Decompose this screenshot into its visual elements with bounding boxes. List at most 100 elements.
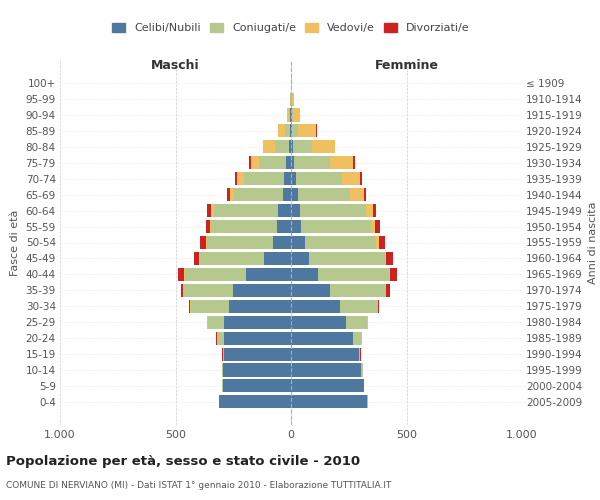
Bar bbox=[206, 316, 208, 328]
Bar bbox=[376, 220, 380, 233]
Bar bbox=[291, 316, 346, 328]
Bar bbox=[251, 156, 259, 170]
Bar bbox=[208, 316, 224, 328]
Bar bbox=[360, 172, 362, 186]
Bar bbox=[290, 124, 291, 138]
Bar bbox=[366, 204, 373, 217]
Bar bbox=[237, 172, 244, 186]
Bar bbox=[199, 252, 200, 265]
Bar bbox=[292, 124, 298, 138]
Bar bbox=[265, 252, 291, 265]
Bar bbox=[291, 396, 367, 408]
Bar bbox=[229, 300, 291, 313]
Bar bbox=[224, 332, 291, 344]
Bar bbox=[194, 252, 199, 265]
Bar bbox=[353, 156, 355, 170]
Bar bbox=[379, 236, 385, 249]
Bar bbox=[206, 204, 211, 217]
Bar bbox=[295, 156, 330, 170]
Bar bbox=[350, 188, 364, 201]
Bar bbox=[317, 268, 389, 281]
Text: COMUNE DI NERVIANO (MI) - Dati ISTAT 1° gennaio 2010 - Elaborazione TUTTITALIA.I: COMUNE DI NERVIANO (MI) - Dati ISTAT 1° … bbox=[6, 480, 391, 490]
Bar bbox=[305, 236, 376, 249]
Bar bbox=[291, 300, 340, 313]
Bar bbox=[244, 172, 284, 186]
Bar bbox=[210, 220, 211, 233]
Bar bbox=[235, 188, 283, 201]
Bar bbox=[259, 156, 286, 170]
Bar bbox=[200, 252, 265, 265]
Bar bbox=[291, 364, 361, 376]
Bar bbox=[223, 348, 224, 360]
Bar bbox=[278, 204, 291, 217]
Bar bbox=[386, 252, 392, 265]
Bar bbox=[291, 124, 292, 138]
Bar bbox=[250, 156, 251, 170]
Bar bbox=[346, 316, 367, 328]
Bar bbox=[300, 204, 366, 217]
Bar bbox=[223, 364, 291, 376]
Bar bbox=[287, 108, 289, 122]
Bar bbox=[246, 268, 291, 281]
Bar bbox=[178, 268, 184, 281]
Bar bbox=[293, 140, 312, 153]
Bar bbox=[361, 364, 362, 376]
Bar bbox=[284, 172, 291, 186]
Bar bbox=[191, 300, 229, 313]
Bar bbox=[275, 140, 289, 153]
Bar bbox=[184, 268, 185, 281]
Bar bbox=[235, 172, 237, 186]
Bar bbox=[291, 236, 305, 249]
Bar bbox=[272, 236, 291, 249]
Bar bbox=[292, 92, 294, 106]
Bar bbox=[278, 124, 285, 138]
Bar bbox=[217, 332, 224, 344]
Bar bbox=[385, 252, 386, 265]
Bar bbox=[291, 188, 298, 201]
Bar bbox=[391, 268, 397, 281]
Bar bbox=[291, 348, 359, 360]
Bar bbox=[291, 156, 295, 170]
Bar bbox=[289, 140, 291, 153]
Bar bbox=[310, 252, 385, 265]
Bar bbox=[224, 348, 291, 360]
Bar bbox=[373, 204, 376, 217]
Bar bbox=[289, 108, 290, 122]
Bar bbox=[291, 108, 292, 122]
Bar bbox=[233, 284, 291, 297]
Bar bbox=[211, 220, 277, 233]
Bar bbox=[342, 172, 360, 186]
Bar bbox=[291, 172, 296, 186]
Y-axis label: Anni di nascita: Anni di nascita bbox=[589, 201, 598, 284]
Bar bbox=[183, 284, 184, 297]
Bar bbox=[206, 236, 272, 249]
Bar bbox=[376, 236, 379, 249]
Bar bbox=[286, 156, 291, 170]
Bar bbox=[312, 140, 335, 153]
Bar bbox=[340, 300, 377, 313]
Bar bbox=[290, 108, 291, 122]
Bar bbox=[185, 268, 246, 281]
Bar bbox=[359, 348, 360, 360]
Bar bbox=[206, 220, 210, 233]
Text: Popolazione per età, sesso e stato civile - 2010: Popolazione per età, sesso e stato civil… bbox=[6, 455, 360, 468]
Bar bbox=[386, 284, 390, 297]
Bar bbox=[298, 124, 316, 138]
Bar bbox=[190, 300, 191, 313]
Bar bbox=[211, 204, 214, 217]
Bar bbox=[330, 156, 353, 170]
Bar bbox=[188, 300, 190, 313]
Bar bbox=[184, 284, 233, 297]
Bar bbox=[227, 188, 230, 201]
Bar bbox=[291, 284, 330, 297]
Bar bbox=[200, 236, 206, 249]
Bar bbox=[377, 300, 379, 313]
Bar bbox=[283, 188, 291, 201]
Bar bbox=[371, 220, 376, 233]
Bar bbox=[181, 284, 183, 297]
Bar bbox=[291, 268, 317, 281]
Bar bbox=[277, 220, 291, 233]
Bar bbox=[285, 124, 290, 138]
Bar bbox=[263, 140, 275, 153]
Bar bbox=[296, 172, 342, 186]
